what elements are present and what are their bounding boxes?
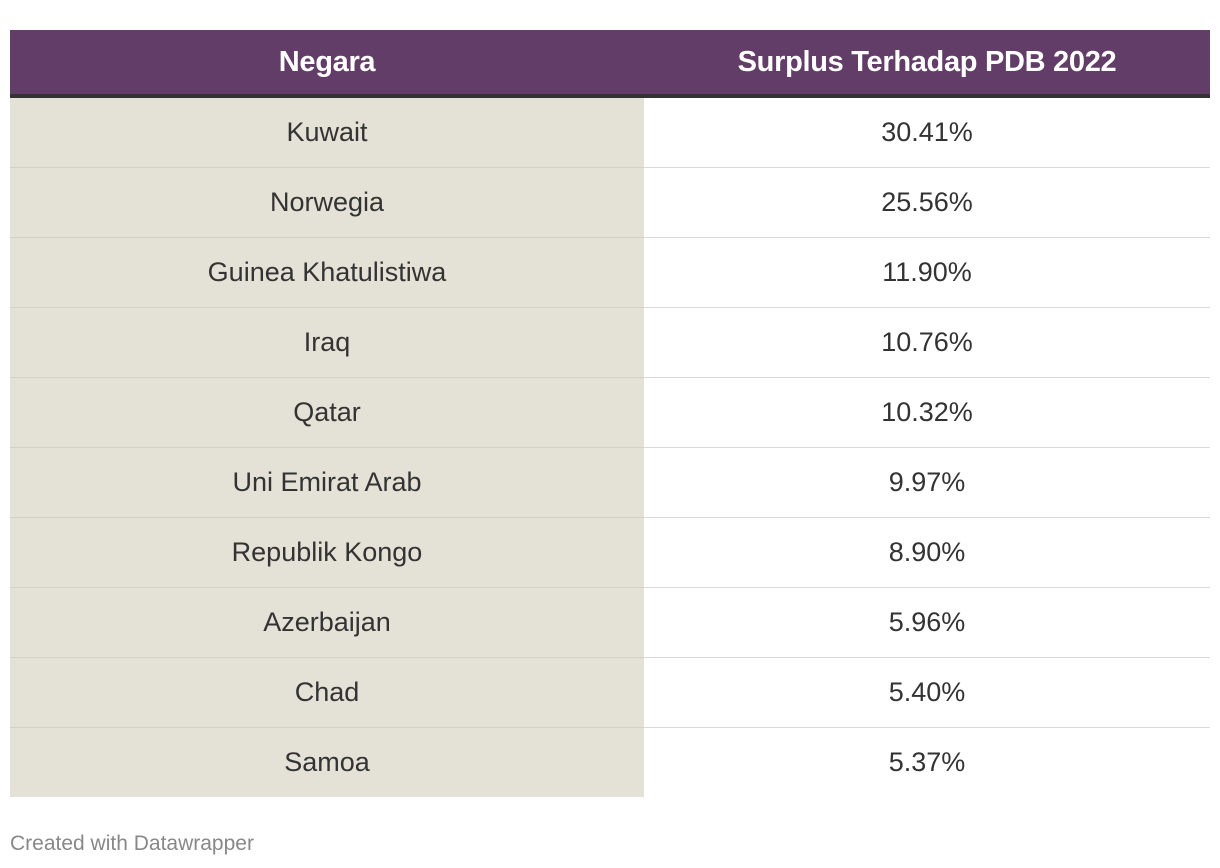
surplus-value-cell: 10.32%: [644, 377, 1210, 448]
surplus-value-cell: 9.97%: [644, 447, 1210, 518]
country-cell: Chad: [10, 657, 644, 728]
table-row: Kuwait 30.41%: [10, 96, 1210, 168]
datawrapper-credit[interactable]: Created with Datawrapper: [10, 832, 254, 855]
table-row: Norwegia 25.56%: [10, 167, 1210, 238]
country-cell: Samoa: [10, 727, 644, 797]
table-row: Qatar 10.32%: [10, 377, 1210, 448]
country-cell: Azerbaijan: [10, 587, 644, 658]
surplus-value-cell: 5.96%: [644, 587, 1210, 658]
header-row: Negara Surplus Terhadap PDB 2022: [10, 30, 1210, 98]
table-row: Republik Kongo 8.90%: [10, 517, 1210, 588]
table-header: Negara Surplus Terhadap PDB 2022: [10, 30, 1210, 98]
surplus-value-cell: 10.76%: [644, 307, 1210, 378]
surplus-value-cell: 8.90%: [644, 517, 1210, 588]
column-header-surplus[interactable]: Surplus Terhadap PDB 2022: [644, 30, 1210, 98]
table-row: Samoa 5.37%: [10, 727, 1210, 797]
table-row: Iraq 10.76%: [10, 307, 1210, 378]
data-table-container: Negara Surplus Terhadap PDB 2022 Kuwait 3…: [10, 30, 1210, 797]
country-cell: Uni Emirat Arab: [10, 447, 644, 518]
surplus-value-cell: 5.37%: [888, 747, 966, 777]
table-row: Chad 5.40%: [10, 657, 1210, 728]
country-cell: Iraq: [10, 307, 644, 378]
table-row: Uni Emirat Arab 9.97%: [10, 447, 1210, 518]
table-body: Kuwait 30.41% Norwegia 25.56% Guinea Khatuli…: [10, 96, 1210, 797]
country-cell: Republik Kongo: [10, 517, 644, 588]
column-header-country[interactable]: Negara: [10, 30, 644, 98]
surplus-value-cell: 11.90%: [644, 237, 1210, 308]
table-row: Azerbaijan 5.96%: [10, 587, 1210, 658]
country-cell: Norwegia: [10, 167, 644, 238]
table-row: Guinea Khatulistiwa 11.90%: [10, 237, 1210, 308]
country-cell: Kuwait: [10, 96, 644, 168]
country-cell: Guinea Khatulistiwa: [10, 237, 644, 308]
data-table: Negara Surplus Terhadap PDB 2022 Kuwait 3…: [10, 30, 1210, 797]
surplus-value-cell: 30.41%: [644, 96, 1210, 168]
country-cell: Qatar: [10, 377, 644, 448]
surplus-value-cell: 25.56%: [644, 167, 1210, 238]
surplus-value-cell: 5.40%: [644, 657, 1210, 728]
